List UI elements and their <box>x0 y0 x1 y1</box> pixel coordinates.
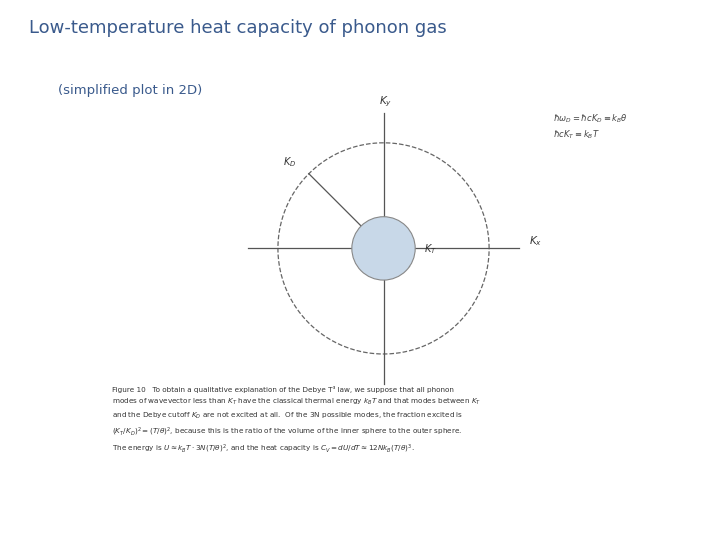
Text: 55: 55 <box>670 511 684 521</box>
Text: Low-temperature heat capacity of phonon gas: Low-temperature heat capacity of phonon … <box>29 19 446 37</box>
Circle shape <box>352 217 415 280</box>
Text: $K_D$: $K_D$ <box>283 156 297 169</box>
Text: Properties II: Thermal & Electrical: Properties II: Thermal & Electrical <box>128 511 304 521</box>
Text: $K_y$: $K_y$ <box>379 94 392 109</box>
Text: $K_x$: $K_x$ <box>529 234 542 248</box>
Text: CAS Vacuum 2017 - S.C.: CAS Vacuum 2017 - S.C. <box>369 511 495 521</box>
Text: $\hbar\omega_D = \hbar c K_D \equiv k_B\theta$: $\hbar\omega_D = \hbar c K_D \equiv k_B\… <box>553 112 628 125</box>
Text: Figure 10   To obtain a qualitative explanation of the Debye T³ law, we suppose : Figure 10 To obtain a qualitative explan… <box>112 386 481 455</box>
Text: $K_T$: $K_T$ <box>423 242 436 256</box>
Text: (simplified plot in 2D): (simplified plot in 2D) <box>58 84 202 97</box>
Text: $\hbar c K_T \equiv k_B T$: $\hbar c K_T \equiv k_B T$ <box>553 129 600 141</box>
